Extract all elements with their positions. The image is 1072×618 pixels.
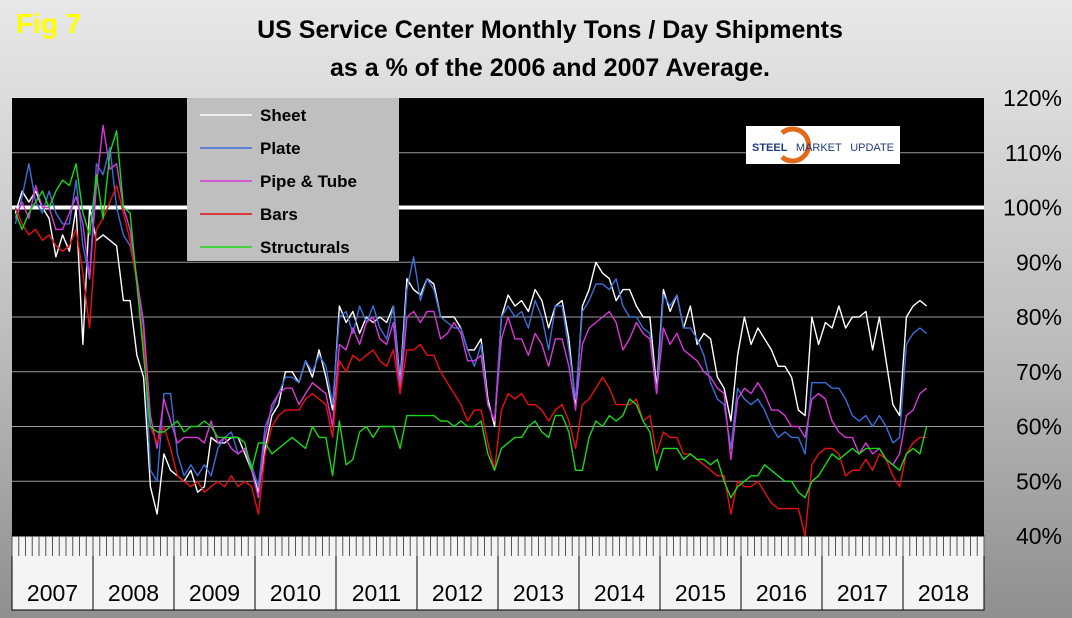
year-label-2012: 2012 bbox=[432, 580, 483, 606]
year-label-2010: 2010 bbox=[270, 580, 321, 606]
y-tick-label: 40% bbox=[1016, 523, 1062, 549]
year-label-2007: 2007 bbox=[27, 580, 78, 606]
legend: Sheet Plate Pipe & Tube Bars Structurals bbox=[187, 98, 399, 261]
series-line-pipe-tube bbox=[14, 124, 928, 499]
series-line-structurals bbox=[14, 130, 928, 499]
chart-title-line-1: US Service Center Monthly Tons / Day Shi… bbox=[257, 16, 843, 44]
x-axis: 2007 2008 2009 2010 2011 2012 2013 2014 2015 2016… bbox=[11, 535, 985, 611]
y-tick-label: 70% bbox=[1016, 359, 1062, 385]
steel-market-update-logo: STEEL MARKET UPDATE bbox=[746, 126, 900, 164]
year-label-2009: 2009 bbox=[189, 580, 240, 606]
legend-label: Structurals bbox=[260, 238, 350, 257]
series-line-sheet bbox=[14, 190, 928, 515]
series-line-bars bbox=[14, 184, 927, 537]
legend-label: Sheet bbox=[260, 106, 307, 125]
legend-label: Pipe & Tube bbox=[260, 172, 357, 191]
year-label-2017: 2017 bbox=[837, 580, 888, 606]
figure-label: Fig 7 bbox=[16, 8, 82, 39]
year-label-2018: 2018 bbox=[918, 580, 969, 606]
year-label-2014: 2014 bbox=[594, 580, 645, 606]
y-tick-label: 100% bbox=[1003, 195, 1062, 221]
series-lines bbox=[14, 124, 928, 537]
y-tick-label: 90% bbox=[1016, 249, 1062, 275]
y-tick-label: 60% bbox=[1016, 414, 1062, 440]
year-label-2011: 2011 bbox=[352, 580, 401, 606]
chart-title-line-2: as a % of the 2006 and 2007 Average. bbox=[329, 54, 771, 82]
series-line-plate bbox=[14, 146, 928, 488]
y-axis: 40% 50% 60% 70% 80% 90% 100% 110% 120% bbox=[1003, 85, 1062, 549]
svg-text:STEEL MARKET UPDAT: STEEL MARKET UPDATE bbox=[752, 138, 894, 155]
year-label-2016: 2016 bbox=[756, 580, 807, 606]
y-tick-label: 50% bbox=[1016, 468, 1062, 494]
y-tick-label: 80% bbox=[1016, 304, 1062, 330]
logo-word-steel: STEEL bbox=[752, 142, 788, 154]
year-label-2013: 2013 bbox=[513, 580, 564, 606]
legend-label: Plate bbox=[260, 139, 301, 158]
year-label-2015: 2015 bbox=[675, 580, 726, 606]
legend-label: Bars bbox=[260, 205, 298, 224]
year-label-2008: 2008 bbox=[108, 580, 159, 606]
y-tick-label: 120% bbox=[1003, 85, 1062, 111]
logo-swoosh-icon bbox=[780, 126, 812, 164]
logo-word-market: MARKET bbox=[796, 142, 842, 154]
y-tick-label: 110% bbox=[1005, 140, 1062, 166]
logo-box bbox=[746, 126, 900, 164]
legend-box bbox=[187, 98, 399, 261]
logo-word-update: UPDATE bbox=[850, 142, 894, 154]
